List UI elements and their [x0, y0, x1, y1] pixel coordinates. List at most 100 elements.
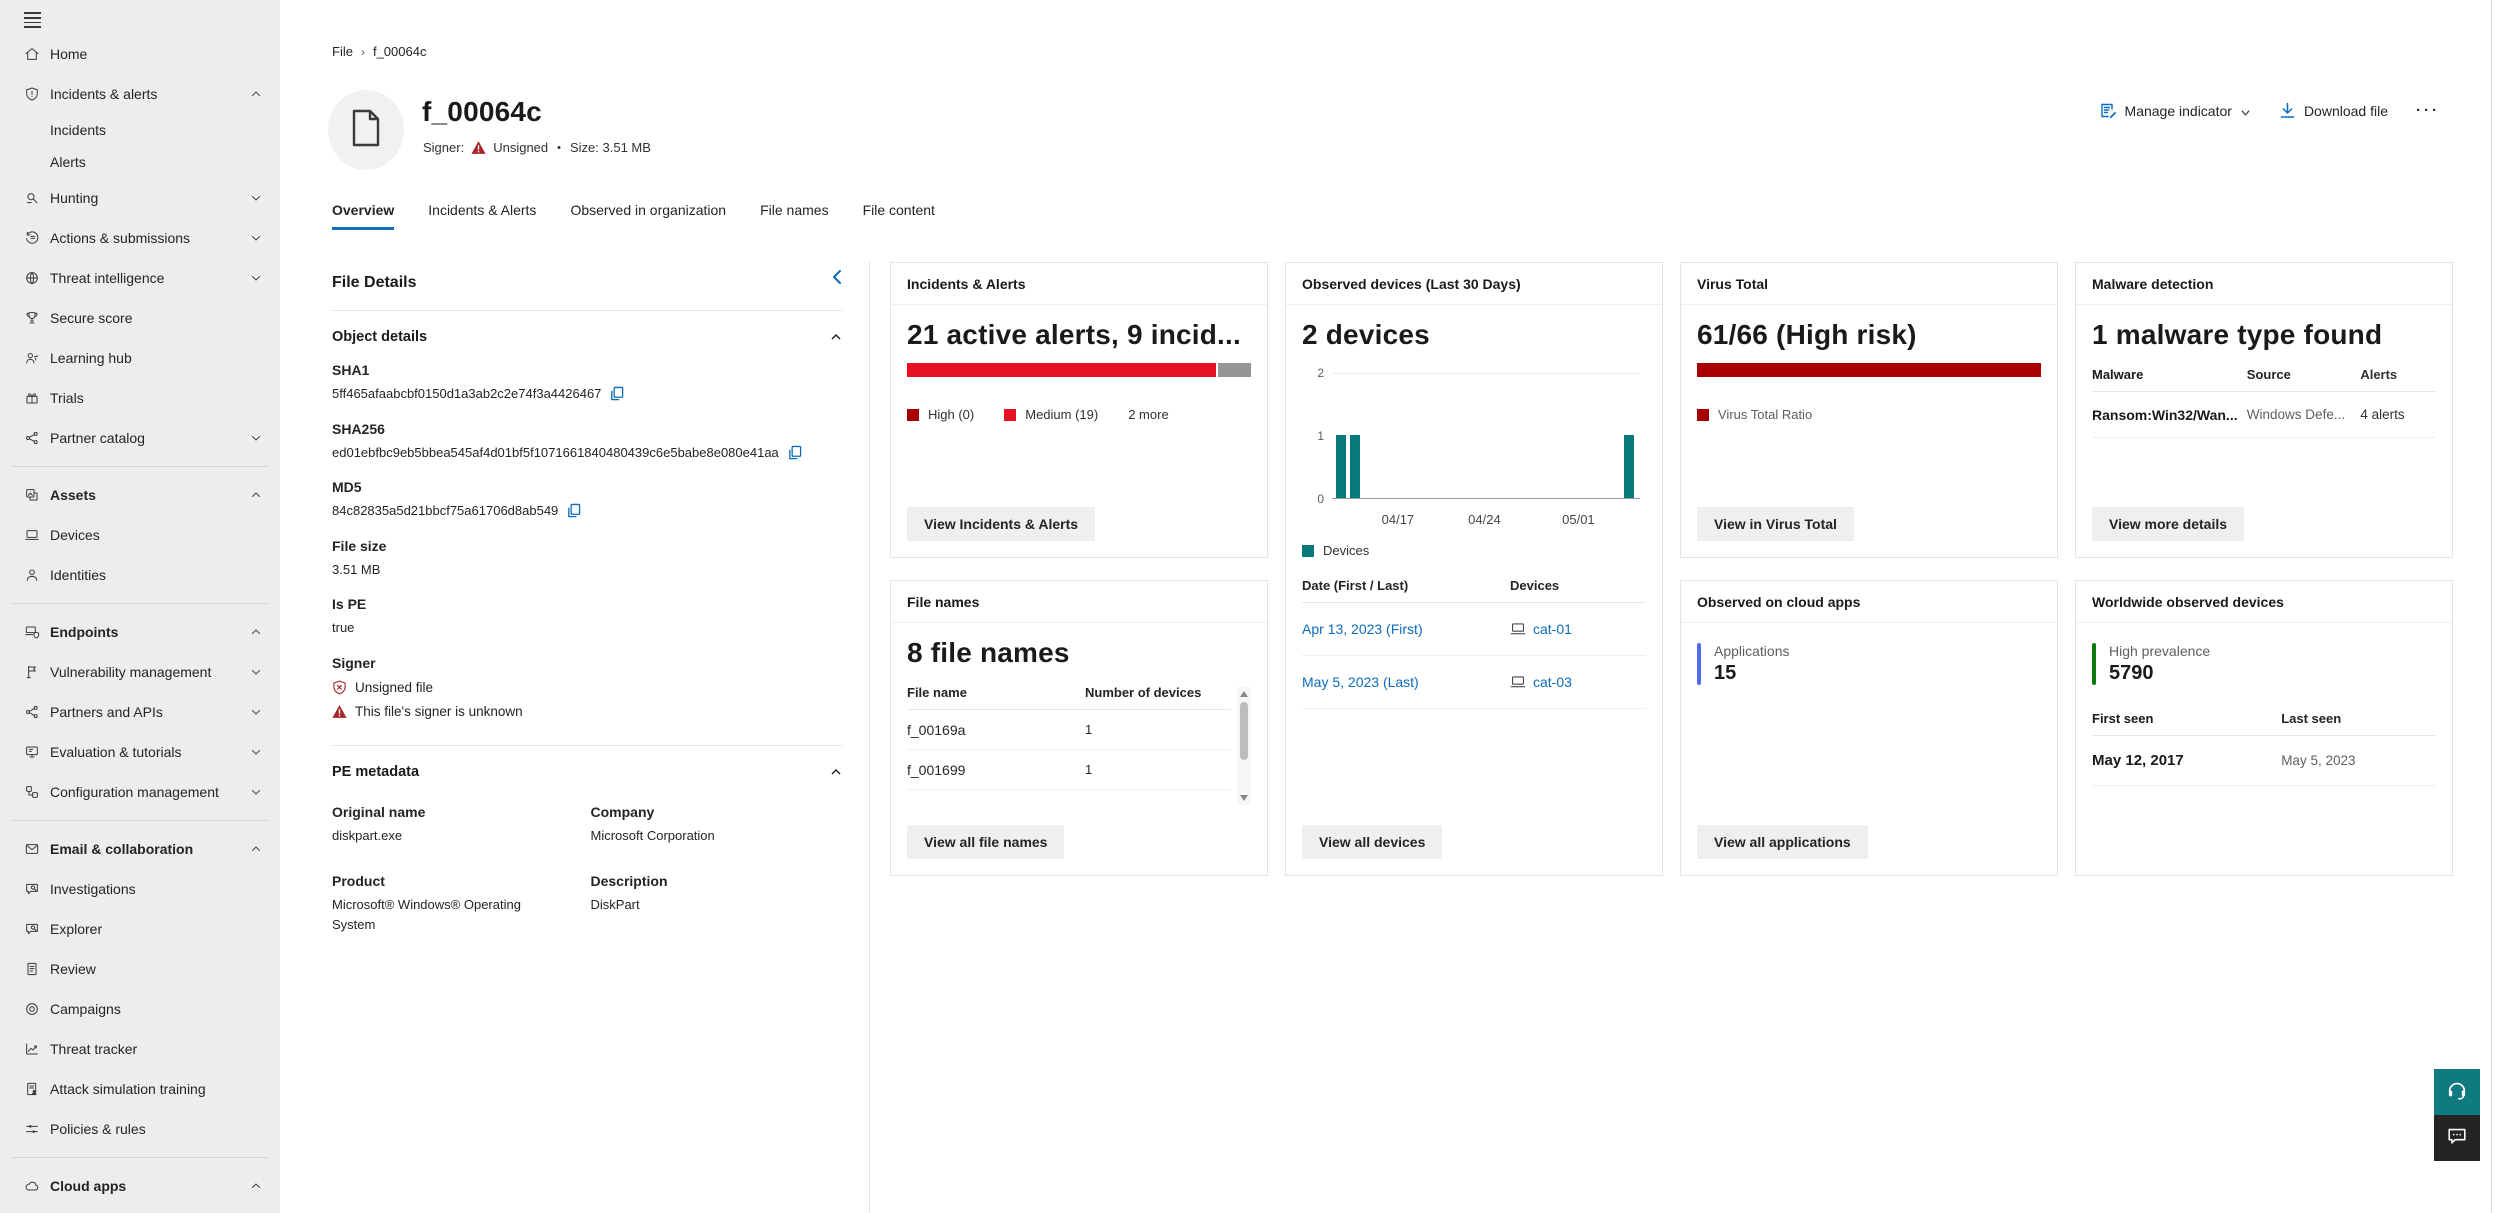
scroll-up-icon[interactable]: [1240, 691, 1248, 697]
chevron-down-icon: [250, 232, 262, 244]
sidebar-item-attack-simulation-training[interactable]: Attack simulation training: [0, 1069, 280, 1109]
sidebar-item-identities[interactable]: Identities: [0, 555, 280, 595]
hamburger-menu-icon[interactable]: [0, 6, 44, 34]
date-link[interactable]: Apr 13, 2023 (First): [1302, 621, 1423, 637]
sidebar-item-actions-submissions[interactable]: Actions & submissions: [0, 218, 280, 258]
download-file-button[interactable]: Download file: [2279, 102, 2388, 119]
signer-value: Unsigned: [493, 140, 549, 155]
malware-row[interactable]: Ransom:Win32/Wan... Windows Defe... 4 aler…: [2092, 392, 2436, 438]
tab-file-names[interactable]: File names: [760, 202, 829, 218]
sidebar-nav: Home Incidents & alerts Incidents Alerts Hun…: [0, 34, 280, 1206]
sidebar-item-label: Devices: [50, 527, 100, 543]
view-in-virus-total-button[interactable]: View in Virus Total: [1697, 507, 1854, 541]
copy-icon[interactable]: [787, 445, 802, 460]
view-all-devices-button[interactable]: View all devices: [1302, 825, 1443, 859]
warning-triangle-icon: [332, 704, 347, 719]
sidebar-item-trials[interactable]: Trials: [0, 378, 280, 418]
sidebar-item-hunting[interactable]: Hunting: [0, 178, 280, 218]
sidebar-item-policies-rules[interactable]: Policies & rules: [0, 1109, 280, 1149]
y-axis-tick-label: 0: [1317, 492, 1324, 506]
warning-triangle-icon: [471, 140, 486, 155]
object-details-header[interactable]: Object details: [332, 329, 843, 345]
sidebar-item-evaluation-tutorials[interactable]: Evaluation & tutorials: [0, 732, 280, 772]
table-scrollbar[interactable]: [1237, 687, 1251, 805]
sidebar-item-explorer[interactable]: Explorer: [0, 909, 280, 949]
breadcrumb-separator-icon: ›: [360, 44, 365, 59]
sidebar-item-threat-intelligence[interactable]: Threat intelligence: [0, 258, 280, 298]
sidebar-item-partners-and-apis[interactable]: Partners and APIs: [0, 692, 280, 732]
device-link[interactable]: cat-01: [1533, 621, 1572, 637]
sidebar-item-incidents-alerts[interactable]: Incidents & alerts: [0, 74, 280, 114]
card-title: Worldwide observed devices: [2076, 581, 2452, 623]
column-first-seen: First seen: [2092, 711, 2154, 726]
sidebar-item-configuration-management[interactable]: Configuration management: [0, 772, 280, 812]
sidebar-item-cloud-apps[interactable]: Cloud apps: [0, 1166, 280, 1206]
chevron-up-icon: [829, 330, 843, 344]
sidebar-item-label: Email & collaboration: [50, 841, 194, 857]
column-number-of-devices: Number of devices: [1085, 685, 1202, 700]
tab-incidents-alerts[interactable]: Incidents & Alerts: [428, 202, 537, 218]
view-all-file-names-button[interactable]: View all file names: [907, 825, 1065, 859]
sidebar-item-label: Attack simulation training: [50, 1081, 206, 1097]
sidebar-item-endpoints[interactable]: Endpoints: [0, 612, 280, 652]
page-scrollbar[interactable]: [2491, 0, 2492, 1213]
tab-file-content[interactable]: File content: [862, 202, 935, 218]
breadcrumb-file-link[interactable]: File: [332, 44, 353, 59]
target-icon: [24, 1001, 40, 1017]
sidebar-item-campaigns[interactable]: Campaigns: [0, 989, 280, 1029]
file-name-row[interactable]: f_00169a 1: [907, 710, 1231, 750]
sidebar-item-threat-tracker[interactable]: Threat tracker: [0, 1029, 280, 1069]
scroll-down-icon[interactable]: [1240, 795, 1248, 801]
sidebar-item-label: Identities: [50, 567, 107, 583]
chevron-down-icon: [250, 432, 262, 444]
scrollbar-thumb[interactable]: [1240, 702, 1248, 760]
sidebar-item-learning-hub[interactable]: Learning hub: [0, 338, 280, 378]
sidebar-item-alerts[interactable]: Alerts: [0, 146, 280, 178]
legend-more-link[interactable]: 2 more: [1128, 407, 1169, 422]
file-name-cell: f_00169a: [907, 721, 966, 738]
devices-legend-swatch: [1302, 544, 1314, 557]
collapse-panel-icon[interactable]: [829, 268, 845, 286]
sidebar-item-investigations[interactable]: Investigations: [0, 869, 280, 909]
sidebar-item-assets[interactable]: Assets: [0, 475, 280, 515]
chevron-down-icon: [250, 666, 262, 678]
device-link[interactable]: cat-03: [1533, 674, 1572, 690]
alerts-cell: 4 alerts: [2360, 407, 2405, 422]
date-link[interactable]: May 5, 2023 (Last): [1302, 674, 1419, 690]
copy-icon[interactable]: [566, 503, 581, 518]
more-actions-button[interactable]: ···: [2416, 102, 2440, 119]
sidebar-item-devices[interactable]: Devices: [0, 515, 280, 555]
file-details-panel: File Details Object details SHA1 5ff465af…: [280, 262, 870, 1213]
file-name-row[interactable]: f_001699 1: [907, 750, 1231, 790]
sidebar-item-incidents[interactable]: Incidents: [0, 114, 280, 146]
sidebar-item-secure-score[interactable]: Secure score: [0, 298, 280, 338]
feedback-button[interactable]: [2434, 1115, 2480, 1161]
tab-overview[interactable]: Overview: [332, 202, 395, 230]
field-value: 3.51 MB: [332, 561, 381, 577]
date-cell: May 5, 2023 (Last): [1302, 674, 1510, 690]
pe-metadata-header[interactable]: PE metadata: [332, 764, 843, 780]
manage-indicator-button[interactable]: Manage indicator: [2100, 102, 2251, 119]
copy-icon[interactable]: [609, 386, 624, 401]
card-title: File names: [891, 581, 1267, 623]
chart-legend: Devices: [1302, 543, 1646, 558]
tab-observed-in-organization[interactable]: Observed in organization: [570, 202, 727, 218]
doc-person-icon: [24, 1081, 40, 1097]
view-incidents-alerts-button[interactable]: View Incidents & Alerts: [907, 507, 1096, 541]
sidebar-item-home[interactable]: Home: [0, 34, 280, 74]
breadcrumb-current: f_00064c: [372, 44, 427, 59]
virus-total-ratio-bar: [1697, 363, 2041, 377]
observed-devices-card: Observed devices (Last 30 Days) 2 device…: [1285, 262, 1663, 876]
view-all-applications-button[interactable]: View all applications: [1697, 825, 1868, 859]
view-more-details-button[interactable]: View more details: [2092, 507, 2245, 541]
legend-item-high-0: High (0): [907, 407, 974, 422]
sidebar-item-email-collaboration[interactable]: Email & collaboration: [0, 829, 280, 869]
support-button[interactable]: [2434, 1069, 2480, 1115]
x-axis-tick-label: 04/17: [1381, 512, 1415, 527]
card-title: Incidents & Alerts: [891, 263, 1267, 305]
sidebar-item-label: Assets: [50, 487, 96, 503]
device-bar-05-05: [1624, 435, 1635, 498]
sidebar-item-review[interactable]: Review: [0, 949, 280, 989]
sidebar-item-vulnerability-management[interactable]: Vulnerability management: [0, 652, 280, 692]
sidebar-item-partner-catalog[interactable]: Partner catalog: [0, 418, 280, 458]
